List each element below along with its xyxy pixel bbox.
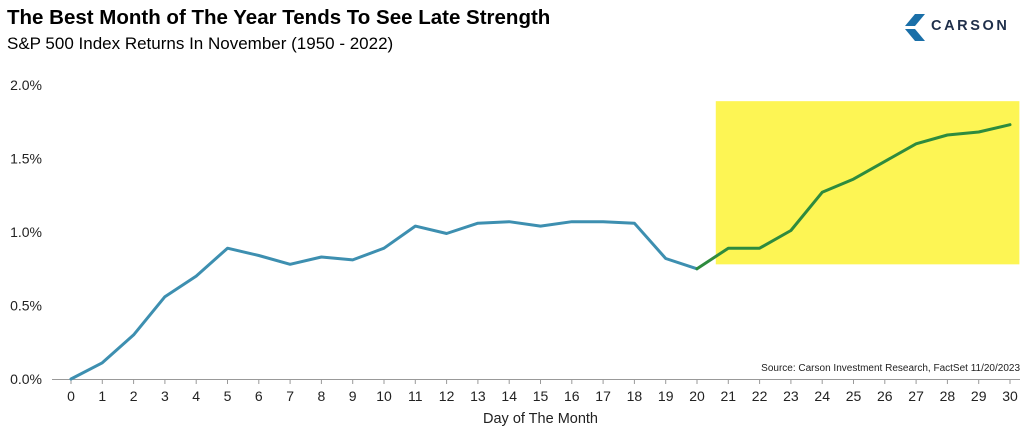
- x-tick-label: 16: [564, 388, 580, 404]
- y-tick-label: 2.0%: [10, 77, 42, 93]
- x-tick-label: 17: [595, 388, 611, 404]
- x-tick-label: 29: [971, 388, 987, 404]
- chart-subtitle: S&P 500 Index Returns In November (1950 …: [7, 34, 394, 53]
- x-tick-label: 28: [940, 388, 956, 404]
- x-tick-label: 30: [1002, 388, 1018, 404]
- x-tick-label: 6: [255, 388, 263, 404]
- x-tick-label: 11: [408, 388, 423, 404]
- x-tick-label: 18: [627, 388, 643, 404]
- y-tick-label: 0.0%: [10, 371, 42, 387]
- x-tick-label: 14: [501, 388, 517, 404]
- x-tick-label: 12: [439, 388, 455, 404]
- carson-chevron-icon: [905, 14, 925, 41]
- series-line: [69, 220, 699, 381]
- source-note: Source: Carson Investment Research, Fact…: [761, 363, 1020, 374]
- x-tick-label: 3: [161, 388, 169, 404]
- highlight-region: [715, 101, 1020, 265]
- x-tick-label: 26: [877, 388, 893, 404]
- chart-title: The Best Month of The Year Tends To See …: [7, 6, 551, 29]
- x-tick-label: 15: [533, 388, 549, 404]
- x-tick-label: 1: [98, 388, 106, 404]
- x-tick-label: 0: [67, 388, 75, 404]
- x-tick-label: 9: [349, 388, 357, 404]
- x-tick-label: 27: [908, 388, 924, 404]
- x-tick-label: 7: [286, 388, 294, 404]
- logo-text: CARSON: [931, 18, 1010, 34]
- x-tick-label: 2: [130, 388, 138, 404]
- x-tick-label: 24: [814, 388, 830, 404]
- x-tick-label: 22: [752, 388, 768, 404]
- x-tick-label: 5: [224, 388, 232, 404]
- x-tick-label: 19: [658, 388, 674, 404]
- x-tick-label: 25: [846, 388, 862, 404]
- series-line-highlight: [695, 123, 1012, 271]
- y-tick-label: 0.5%: [10, 298, 42, 314]
- x-tick-label: 8: [318, 388, 326, 404]
- x-tick-label: 21: [721, 388, 737, 404]
- y-tick-label: 1.5%: [10, 151, 42, 167]
- x-tick-label: 23: [783, 388, 799, 404]
- x-axis-label: Day of The Month: [483, 411, 598, 427]
- x-tick-label: 13: [470, 388, 486, 404]
- y-tick-label: 1.0%: [10, 224, 42, 240]
- carson-logo: CARSON: [905, 12, 1020, 44]
- x-tick-label: 4: [192, 388, 200, 404]
- x-tick-label: 20: [689, 388, 705, 404]
- x-tick-label: 10: [376, 388, 392, 404]
